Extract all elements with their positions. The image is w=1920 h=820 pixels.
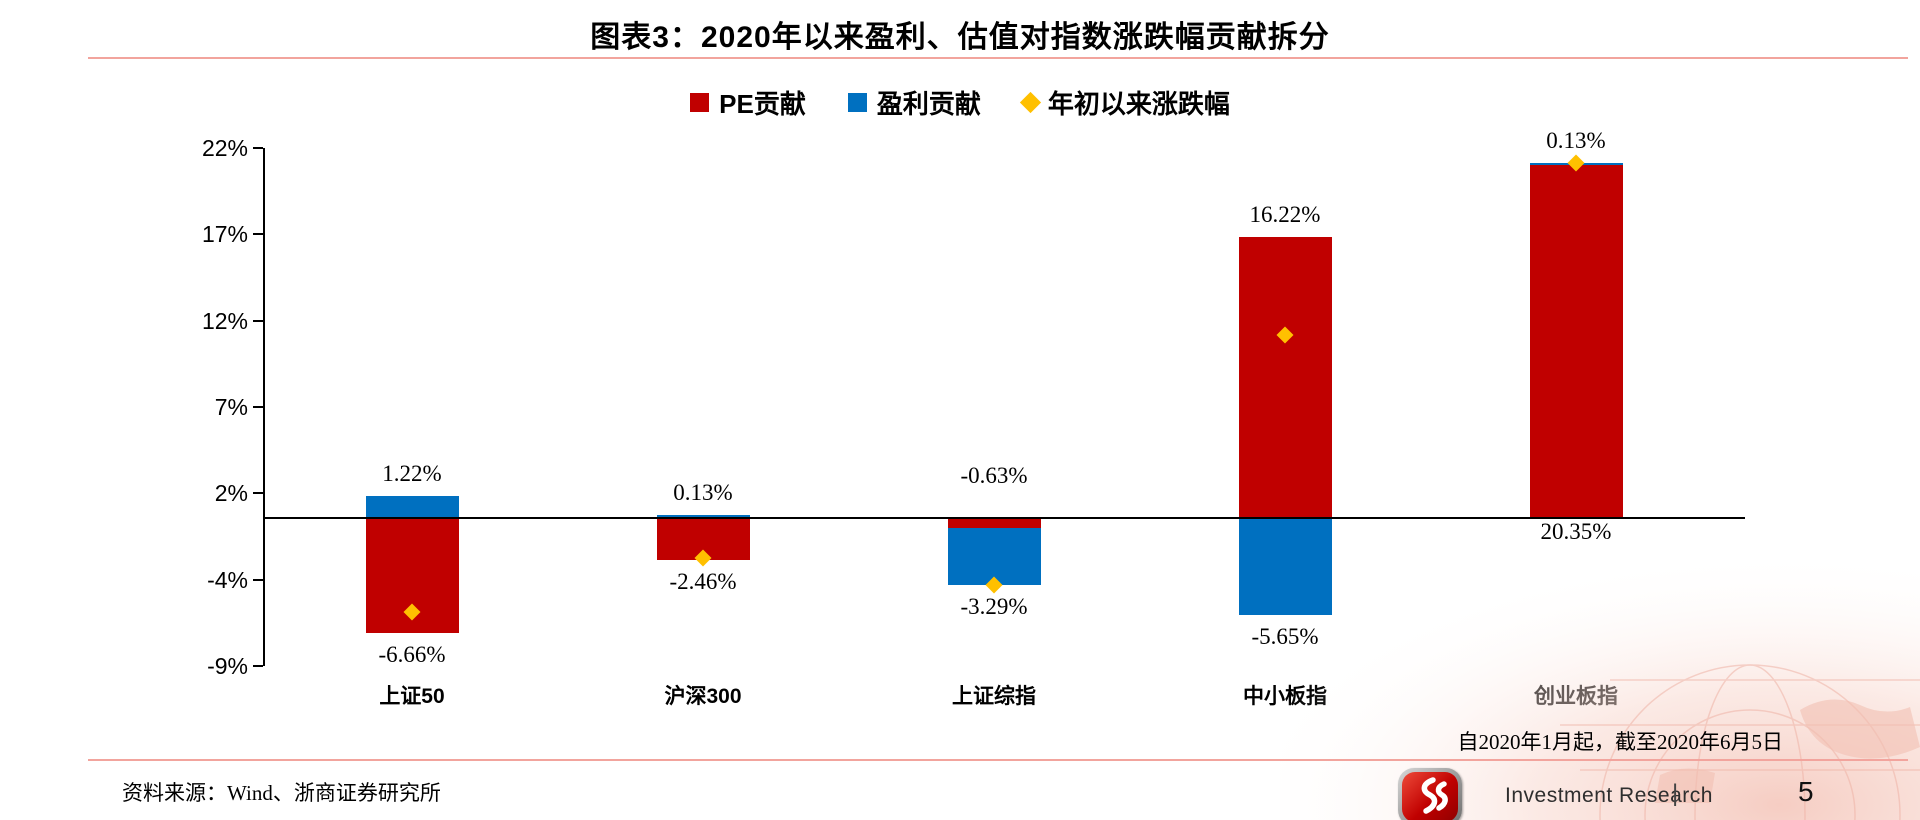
- chart-title: 图表3：2020年以来盈利、估值对指数涨跌幅贡献拆分: [590, 21, 1330, 54]
- bar-bottom-label: -6.66%: [378, 641, 446, 667]
- bar-bottom-label: -2.46%: [669, 569, 737, 595]
- legend-label-ytd: 年初以来涨跌幅: [1047, 89, 1230, 119]
- x-axis-category-label: 中小板指: [1243, 685, 1327, 708]
- bar-bottom-label: -3.29%: [960, 594, 1028, 620]
- y-axis-tick-label: -4%: [207, 566, 248, 593]
- x-axis-category-label: 沪深300: [664, 685, 742, 708]
- y-axis-tick-label: 7%: [214, 394, 248, 420]
- x-axis-category-label: 创业板指: [1534, 685, 1618, 708]
- bar-top-label: -0.63%: [960, 462, 1028, 488]
- y-axis-tick: [253, 665, 263, 667]
- legend-item-earnings: 盈利贡献: [847, 84, 981, 121]
- y-axis-tick-label: 2%: [214, 480, 248, 507]
- y-axis-tick-label: 22%: [201, 135, 248, 161]
- x-axis-category-label: 上证50: [379, 685, 445, 708]
- y-axis-tick-label: -9%: [207, 653, 248, 679]
- bar-segment: [947, 517, 1041, 529]
- bar-segment: [656, 515, 750, 518]
- brand-divider: |: [1672, 780, 1679, 807]
- x-axis-category-label: 上证综指: [952, 685, 1036, 708]
- legend-item-pe: PE贡献: [690, 84, 806, 121]
- title-divider: [88, 57, 1908, 59]
- bar-bottom-label: -5.65%: [1251, 624, 1319, 650]
- page-number: 5: [1798, 776, 1814, 807]
- bar-segment: [365, 496, 459, 518]
- source-line: 资料来源：Wind、浙商证券研究所: [122, 781, 441, 805]
- y-axis-tick: [253, 578, 263, 581]
- y-axis-tick-label: 12%: [201, 307, 248, 334]
- bar-segment: [1238, 517, 1332, 616]
- zero-axis-line: [263, 516, 1745, 519]
- bar-segment: [947, 528, 1041, 586]
- footer-divider: [88, 759, 1908, 761]
- y-axis-tick: [253, 406, 263, 408]
- bar-top-label: 16.22%: [1249, 201, 1321, 227]
- y-axis-tick: [253, 233, 263, 236]
- y-axis-line: [263, 148, 265, 666]
- y-axis-tick-label: 17%: [201, 221, 248, 248]
- y-axis-tick: [253, 319, 263, 322]
- bar-bottom-label: 20.35%: [1540, 518, 1612, 544]
- bar-top-label: 0.13%: [1546, 128, 1606, 154]
- bar-top-label: 0.13%: [673, 480, 733, 506]
- brand-text: Investment Research: [1505, 784, 1713, 807]
- square-marker-icon: [847, 93, 867, 112]
- bar-segment: [1529, 165, 1623, 518]
- y-axis-tick: [253, 492, 263, 495]
- bar-segment: [1238, 236, 1332, 518]
- legend-item-ytd: 年初以来涨跌幅: [1019, 84, 1230, 121]
- bar-top-label: 1.22%: [382, 461, 442, 487]
- date-range-note: 自2020年1月起，截至2020年6月5日: [1457, 730, 1784, 754]
- chart-legend: PE贡献 盈利贡献 年初以来涨跌幅: [0, 84, 1920, 121]
- y-axis-tick: [253, 147, 263, 149]
- legend-label-earnings: 盈利贡献: [876, 89, 981, 119]
- legend-label-pe: PE贡献: [719, 89, 806, 119]
- zheshang-logo-icon: [1398, 768, 1462, 820]
- footer-right: Investment Research | 5: [1390, 762, 1920, 820]
- square-marker-icon: [690, 93, 710, 112]
